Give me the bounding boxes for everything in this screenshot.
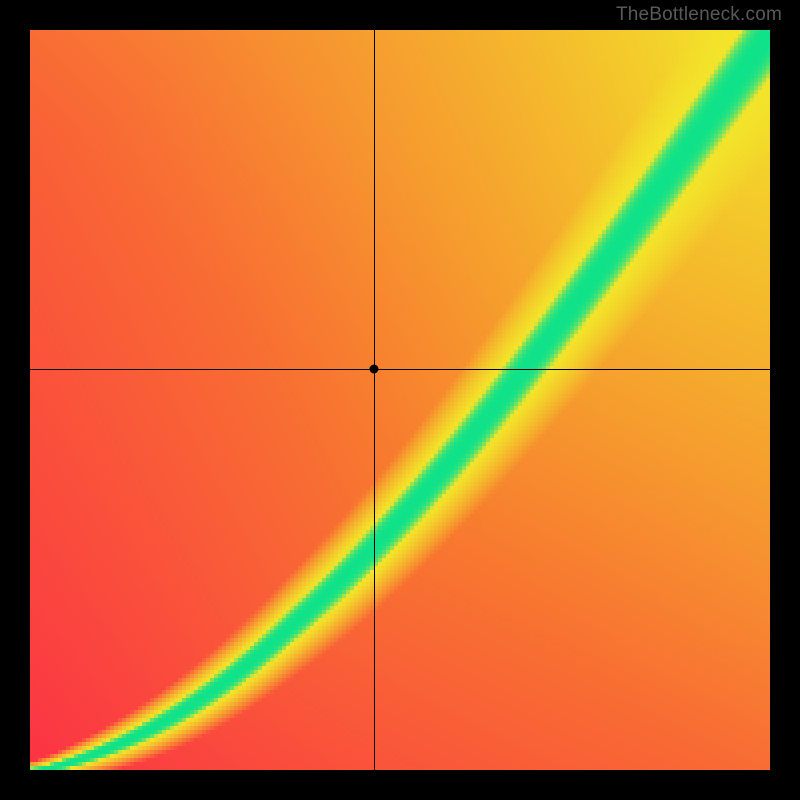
chart-container: TheBottleneck.com (0, 0, 800, 800)
watermark-text: TheBottleneck.com (616, 4, 782, 26)
bottleneck-heatmap (30, 30, 770, 770)
crosshair-vertical (374, 30, 375, 770)
crosshair-horizontal (30, 369, 770, 370)
plot-area (30, 30, 770, 770)
crosshair-marker (370, 364, 379, 373)
